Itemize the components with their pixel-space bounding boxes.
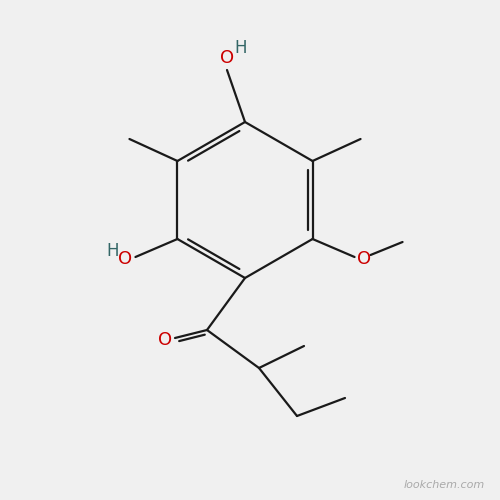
Text: O: O — [220, 49, 234, 67]
Text: O: O — [358, 250, 372, 268]
Text: lookchem.com: lookchem.com — [404, 480, 485, 490]
Text: H: H — [106, 242, 118, 260]
Text: O: O — [118, 250, 132, 268]
Text: O: O — [158, 331, 172, 349]
Text: H: H — [235, 39, 247, 57]
